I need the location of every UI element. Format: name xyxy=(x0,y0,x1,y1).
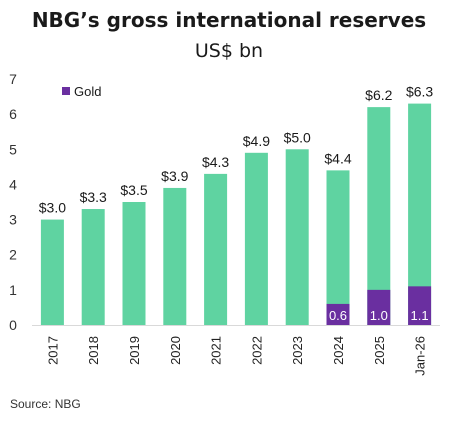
x-tick-label: 2021 xyxy=(209,336,224,365)
bar-total xyxy=(408,103,432,325)
total-value-label: $3.5 xyxy=(120,182,147,198)
bar-gold xyxy=(326,303,350,325)
y-tick-label: 2 xyxy=(9,247,17,263)
x-tick-label: 2018 xyxy=(86,336,101,365)
y-tick-label: 4 xyxy=(9,176,17,192)
y-tick-label: 5 xyxy=(9,141,17,157)
gold-value-label: 1.1 xyxy=(411,308,429,323)
bar-total xyxy=(40,219,64,325)
x-tick-label: 2023 xyxy=(290,336,305,365)
y-tick-label: 7 xyxy=(9,71,17,87)
total-value-label: $3.9 xyxy=(161,168,188,184)
x-tick-label: 2019 xyxy=(127,336,142,365)
bar-gold xyxy=(408,286,432,325)
bar-total xyxy=(244,152,268,325)
bar-total xyxy=(367,107,391,325)
chart-subtitle: US$ bn xyxy=(194,40,264,62)
bar-total xyxy=(81,209,105,325)
bar-total xyxy=(204,173,228,325)
x-tick-label: Jan-26 xyxy=(413,336,428,376)
bar-gold xyxy=(367,289,391,325)
gold-value-label: 0.6 xyxy=(329,308,347,323)
total-value-label: $6.3 xyxy=(406,84,433,100)
total-value-label: $4.3 xyxy=(202,154,229,170)
y-tick-label: 6 xyxy=(9,106,17,122)
chart-title: NBG’s gross international reserves xyxy=(31,8,427,32)
bar-total xyxy=(326,170,350,325)
total-value-label: $6.2 xyxy=(365,87,392,103)
y-tick-label: 1 xyxy=(9,282,17,298)
legend-swatch-gold xyxy=(62,87,70,95)
x-tick-label: 2024 xyxy=(331,336,346,365)
total-value-label: $4.9 xyxy=(243,133,270,149)
x-tick-label: 2025 xyxy=(372,336,387,365)
y-tick-label: 0 xyxy=(9,317,17,333)
x-tick-label: 2017 xyxy=(45,336,60,365)
legend-label-gold: Gold xyxy=(74,84,101,99)
bar-total xyxy=(163,187,187,325)
source-note: Source: NBG xyxy=(10,397,81,411)
total-value-label: $3.3 xyxy=(80,189,107,205)
x-tick-label: 2020 xyxy=(168,336,183,365)
total-value-label: $5.0 xyxy=(284,129,311,145)
total-value-label: $4.4 xyxy=(324,150,351,166)
total-value-label: $3.0 xyxy=(39,200,66,216)
y-tick-label: 3 xyxy=(9,212,17,228)
bar-total xyxy=(122,202,146,325)
x-tick-label: 2022 xyxy=(249,336,264,365)
gold-value-label: 1.0 xyxy=(370,308,388,323)
bar-total xyxy=(285,149,309,325)
